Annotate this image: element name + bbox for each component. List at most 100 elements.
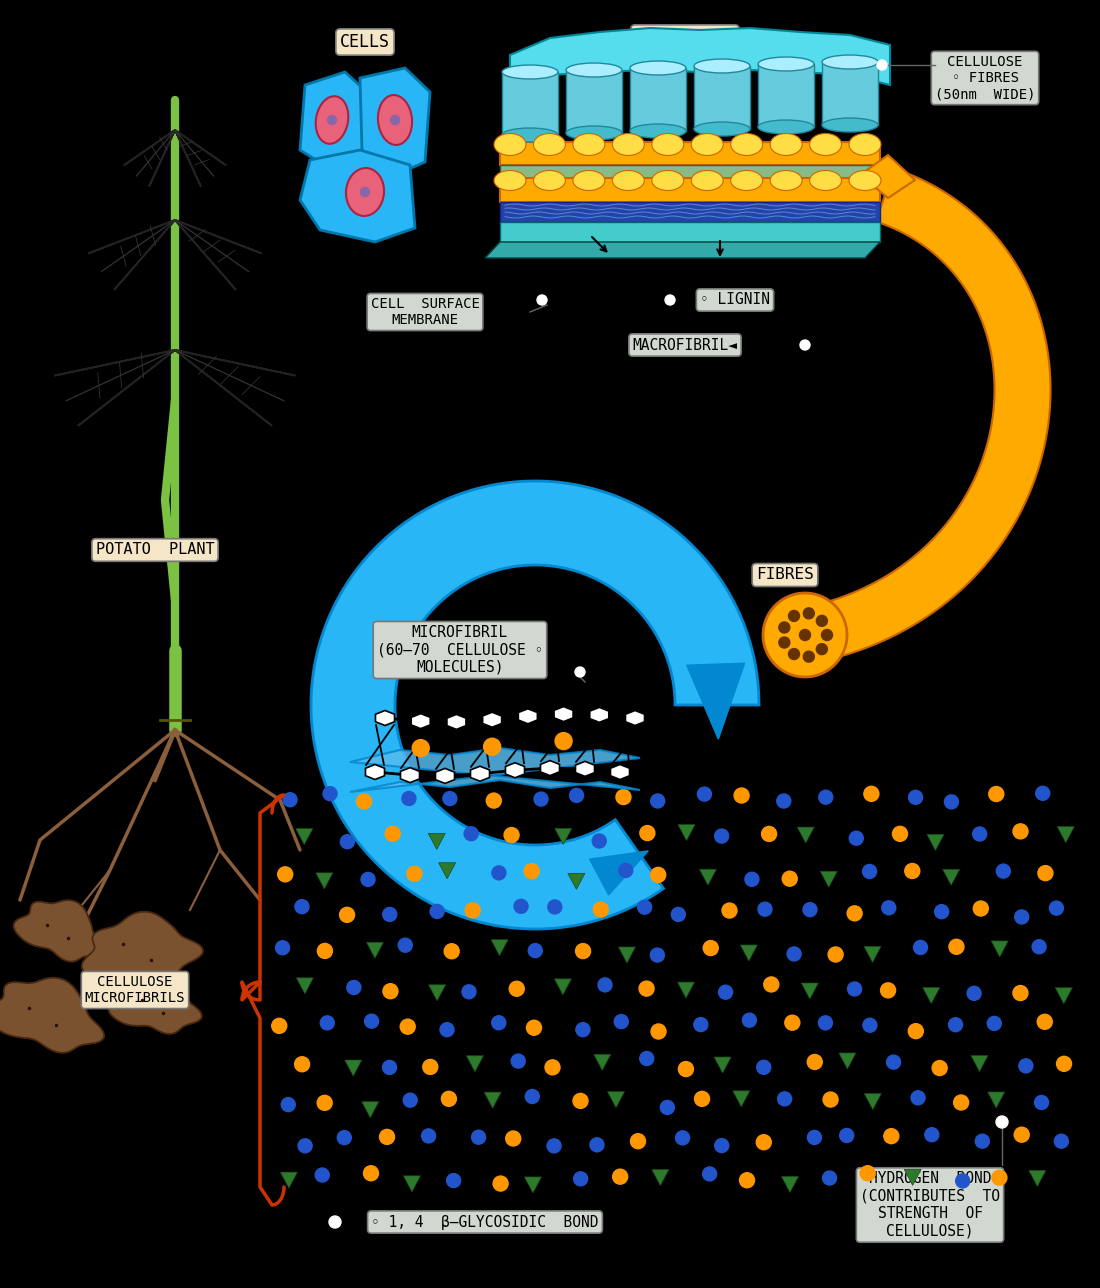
Circle shape	[925, 1128, 938, 1141]
Circle shape	[784, 1015, 800, 1030]
Polygon shape	[175, 350, 296, 426]
Polygon shape	[439, 863, 455, 878]
Ellipse shape	[378, 95, 412, 146]
Circle shape	[992, 1171, 1007, 1185]
Circle shape	[1019, 1059, 1033, 1073]
Ellipse shape	[573, 134, 605, 156]
Circle shape	[575, 667, 585, 677]
Circle shape	[575, 944, 591, 958]
Circle shape	[1034, 1096, 1048, 1109]
Polygon shape	[686, 663, 745, 739]
Circle shape	[298, 1139, 312, 1153]
Circle shape	[1013, 824, 1028, 838]
Circle shape	[383, 1060, 396, 1074]
Ellipse shape	[630, 61, 686, 75]
Polygon shape	[607, 1092, 625, 1108]
Polygon shape	[175, 220, 262, 290]
Polygon shape	[502, 72, 558, 135]
Text: ◦ LIGNIN: ◦ LIGNIN	[700, 292, 770, 308]
Circle shape	[316, 1168, 329, 1182]
Circle shape	[598, 978, 612, 992]
Circle shape	[932, 1060, 947, 1075]
Circle shape	[441, 1091, 456, 1106]
Text: CELLULOSE
MICROFIBRILS: CELLULOSE MICROFIBRILS	[85, 975, 185, 1005]
Circle shape	[757, 1135, 771, 1150]
Circle shape	[822, 630, 833, 640]
Circle shape	[556, 733, 572, 750]
Circle shape	[486, 793, 502, 808]
Ellipse shape	[502, 128, 558, 142]
Circle shape	[323, 787, 337, 801]
Polygon shape	[714, 1057, 732, 1073]
Circle shape	[697, 787, 712, 801]
Circle shape	[715, 829, 728, 844]
Circle shape	[996, 1115, 1008, 1128]
Circle shape	[390, 116, 399, 125]
Polygon shape	[436, 769, 454, 783]
Text: POTATO  PLANT: POTATO PLANT	[96, 542, 214, 558]
Polygon shape	[300, 149, 415, 242]
Circle shape	[1013, 985, 1027, 1001]
Circle shape	[514, 899, 528, 913]
Ellipse shape	[694, 122, 750, 137]
Polygon shape	[1028, 1171, 1046, 1186]
Circle shape	[997, 864, 1010, 878]
Circle shape	[422, 1060, 438, 1074]
Circle shape	[383, 908, 397, 921]
Circle shape	[739, 1173, 755, 1188]
Circle shape	[763, 978, 779, 992]
Circle shape	[385, 826, 400, 841]
Circle shape	[492, 1016, 506, 1029]
Circle shape	[848, 981, 861, 996]
Circle shape	[340, 907, 354, 922]
Circle shape	[1014, 909, 1028, 923]
Circle shape	[948, 1018, 962, 1032]
Polygon shape	[500, 142, 880, 165]
Polygon shape	[0, 978, 104, 1052]
Polygon shape	[411, 714, 430, 729]
Polygon shape	[927, 835, 944, 850]
Circle shape	[506, 1131, 520, 1146]
Circle shape	[492, 866, 506, 880]
Ellipse shape	[652, 134, 684, 156]
Ellipse shape	[694, 59, 750, 73]
Ellipse shape	[822, 118, 878, 131]
Polygon shape	[484, 1092, 502, 1108]
Polygon shape	[678, 824, 695, 841]
Text: CELL  SURFACE
MEMBRANE: CELL SURFACE MEMBRANE	[371, 298, 480, 327]
Polygon shape	[971, 1055, 988, 1072]
Ellipse shape	[652, 170, 684, 191]
Circle shape	[1037, 1015, 1053, 1029]
Polygon shape	[280, 1172, 297, 1188]
Ellipse shape	[613, 134, 645, 156]
Circle shape	[447, 1173, 461, 1188]
Ellipse shape	[494, 170, 526, 191]
Circle shape	[338, 1131, 351, 1145]
Ellipse shape	[730, 134, 762, 156]
Polygon shape	[466, 1056, 483, 1072]
Circle shape	[892, 827, 907, 841]
Polygon shape	[311, 480, 759, 929]
Text: CELL  WALL: CELL WALL	[635, 30, 735, 46]
Circle shape	[1036, 786, 1049, 800]
Circle shape	[722, 903, 737, 918]
Circle shape	[464, 827, 478, 841]
Polygon shape	[865, 1094, 881, 1109]
Polygon shape	[733, 1091, 750, 1106]
Circle shape	[318, 943, 332, 958]
Circle shape	[909, 791, 923, 804]
Text: CELLULOSE
◦ FIBRES
(50nm  WIDE): CELLULOSE ◦ FIBRES (50nm WIDE)	[935, 55, 1035, 102]
Polygon shape	[491, 940, 508, 956]
Polygon shape	[618, 947, 636, 963]
Circle shape	[639, 981, 654, 996]
Circle shape	[651, 867, 666, 882]
Circle shape	[956, 1173, 970, 1188]
Polygon shape	[590, 707, 608, 723]
Circle shape	[651, 793, 664, 808]
Ellipse shape	[810, 134, 842, 156]
Circle shape	[800, 630, 811, 640]
Circle shape	[877, 61, 887, 70]
Polygon shape	[506, 762, 525, 778]
Circle shape	[590, 1137, 604, 1151]
Circle shape	[911, 1091, 925, 1105]
